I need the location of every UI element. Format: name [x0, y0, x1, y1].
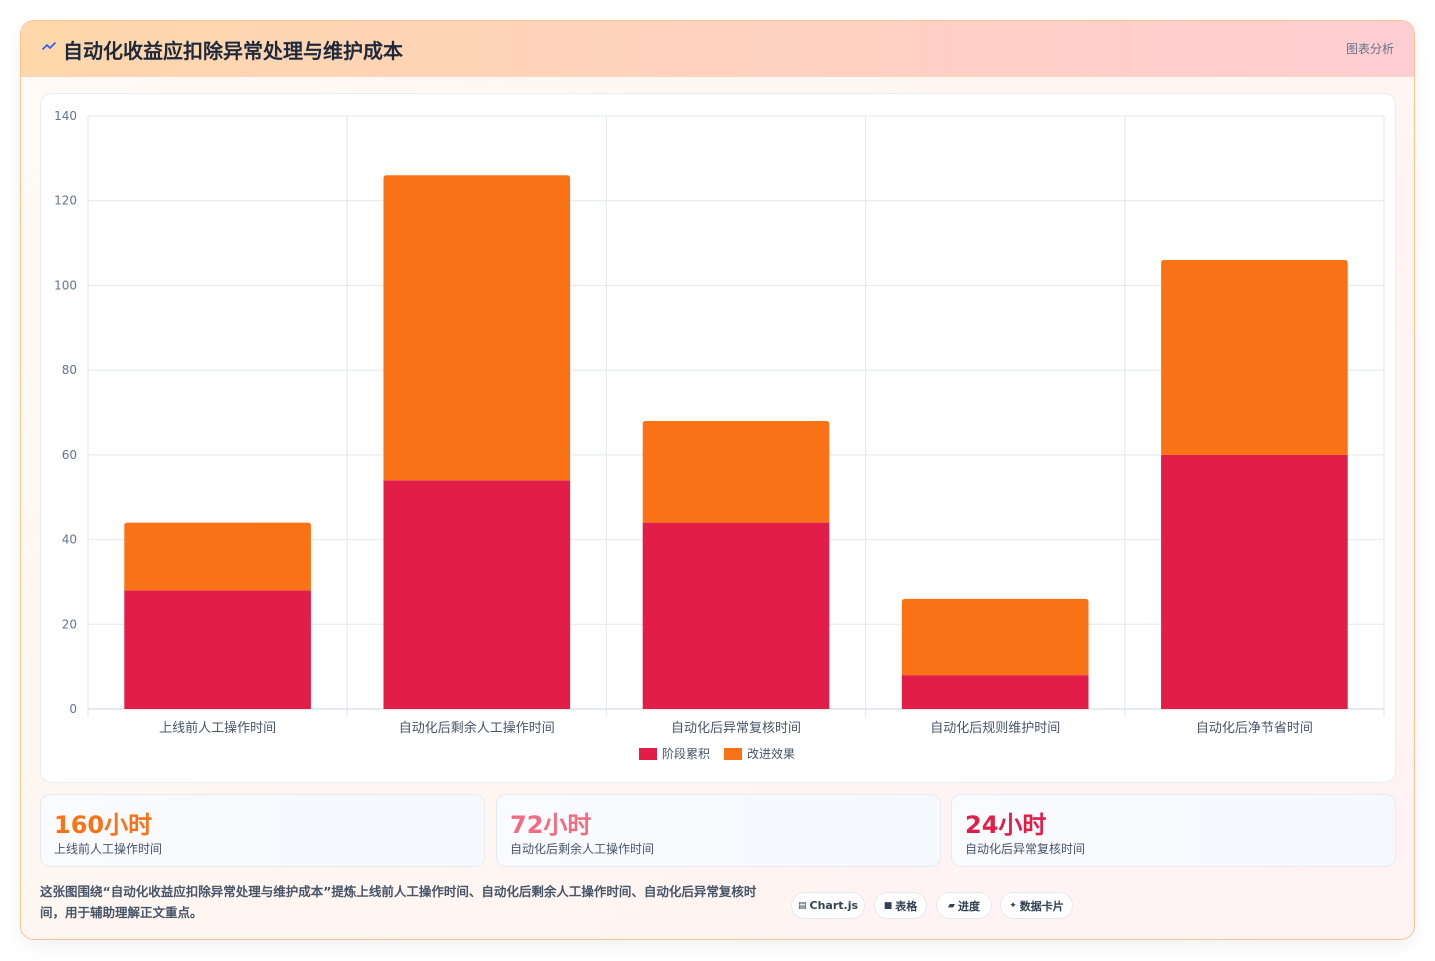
legend-label: 阶段累积	[662, 746, 710, 761]
progress-icon: ▰	[948, 900, 955, 911]
table-icon: ■	[883, 900, 893, 911]
bar-improvement	[1161, 260, 1348, 455]
x-tick-label: 自动化后规则维护时间	[930, 721, 1060, 736]
sparkle-icon: ✦	[1009, 900, 1017, 911]
bar-improvement	[901, 598, 1089, 676]
bar-stage-cumulative	[1161, 454, 1348, 709]
chip-progress[interactable]: ▰ 进度	[936, 892, 992, 919]
page-title: 自动化收益应扣除异常处理与维护成本	[63, 39, 403, 63]
chart-analysis-tag: 图表分析	[1345, 42, 1394, 56]
chart-icon: ▤	[797, 900, 807, 911]
legend-swatch	[724, 748, 742, 760]
y-tick-label: 20	[62, 617, 77, 631]
y-tick-label: 40	[62, 533, 77, 547]
y-tick-label: 140	[54, 109, 77, 123]
bar-improvement	[642, 420, 830, 523]
chip-table[interactable]: ■ 表格	[874, 892, 927, 919]
bar-stage-cumulative	[642, 522, 830, 709]
chip-chartjs[interactable]: ▤ Chart.js	[791, 892, 865, 919]
stat-label: 上线前人工操作时间	[54, 842, 163, 856]
y-tick-label: 0	[69, 702, 77, 716]
stat-value: 72小时	[510, 811, 592, 839]
stacked-bar-chart: 0 20 40 60 80 100 120 140 上线前人工操作时间 自动化后剩余人工操作时间 自…	[54, 109, 1385, 761]
stat-label: 自动化后异常复核时间	[965, 842, 1086, 856]
legend-swatch	[639, 748, 657, 760]
stat-value: 160小时	[54, 811, 153, 839]
y-tick-label: 60	[62, 448, 77, 462]
stat-card-1: 160小时 上线前人工操作时间	[40, 794, 485, 867]
bar-stage-cumulative	[124, 590, 311, 709]
stat-label: 自动化后剩余人工操作时间	[510, 842, 655, 856]
chart-description: 这张图围绕“自动化收益应扣除异常处理与维护成本”提炼上线前人工操作时间、自动化后…	[40, 884, 757, 920]
x-tick-label: 自动化后净节省时间	[1196, 721, 1313, 736]
x-tick-label: 上线前人工操作时间	[159, 720, 276, 736]
y-tick-label: 120	[54, 194, 77, 208]
bar-stage-cumulative	[901, 675, 1089, 709]
stat-card-2: 72小时 自动化后剩余人工操作时间	[496, 794, 941, 867]
x-tick-label: 自动化后剩余人工操作时间	[399, 720, 555, 736]
bar-improvement	[124, 522, 311, 591]
y-tick-label: 100	[54, 278, 77, 292]
x-tick-label: 自动化后异常复核时间	[671, 721, 801, 736]
bar-improvement	[383, 175, 571, 481]
chip-data-card[interactable]: ✦ 数据卡片	[1000, 892, 1073, 919]
chart-card: 自动化收益应扣除异常处理与维护成本 图表分析 0 20 40 60 80 100 120 14…	[20, 20, 1415, 940]
stat-value: 24小时	[965, 811, 1047, 839]
sparkle-line-icon	[42, 42, 56, 50]
card-header: 自动化收益应扣除异常处理与维护成本 图表分析	[21, 21, 1414, 77]
y-tick-label: 80	[62, 363, 77, 377]
stat-card-3: 24小时 自动化后异常复核时间	[951, 794, 1396, 867]
bar-stage-cumulative	[383, 480, 571, 709]
legend-label: 改进效果	[747, 746, 795, 761]
chart-panel: 0 20 40 60 80 100 120 140 上线前人工操作时间 自动化后剩余人工操作时间 自…	[40, 93, 1396, 783]
